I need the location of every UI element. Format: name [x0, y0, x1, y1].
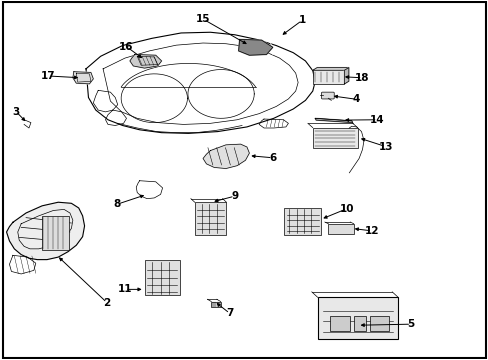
Text: 10: 10: [339, 204, 353, 214]
Polygon shape: [238, 40, 272, 55]
Text: 5: 5: [407, 319, 414, 329]
Text: 15: 15: [196, 14, 210, 24]
Text: 16: 16: [119, 42, 134, 51]
Bar: [312, 70, 344, 84]
Bar: [144, 260, 179, 296]
Text: 3: 3: [13, 107, 20, 117]
Bar: [328, 224, 353, 234]
Text: 12: 12: [364, 226, 379, 236]
Text: 2: 2: [103, 298, 110, 308]
Text: 14: 14: [369, 115, 384, 125]
Text: 6: 6: [268, 153, 276, 163]
Polygon shape: [130, 54, 161, 68]
Text: 17: 17: [41, 71, 56, 81]
Bar: [353, 316, 366, 330]
Polygon shape: [344, 68, 348, 84]
Polygon shape: [315, 118, 352, 123]
Text: 13: 13: [378, 141, 392, 152]
Text: 8: 8: [113, 199, 120, 210]
Bar: [211, 302, 220, 307]
Text: 4: 4: [352, 94, 360, 104]
Bar: [194, 202, 226, 234]
Bar: [329, 316, 349, 330]
Text: 1: 1: [298, 15, 305, 26]
Text: 18: 18: [354, 73, 369, 83]
Polygon shape: [6, 202, 84, 260]
Bar: [284, 208, 321, 234]
Bar: [42, 216, 69, 250]
Bar: [369, 316, 388, 330]
Text: 7: 7: [226, 309, 233, 318]
Bar: [317, 297, 397, 338]
FancyBboxPatch shape: [321, 92, 333, 99]
Polygon shape: [203, 144, 249, 168]
Polygon shape: [312, 68, 348, 70]
Text: 9: 9: [231, 191, 238, 201]
Polygon shape: [73, 72, 93, 84]
Text: 11: 11: [118, 284, 132, 294]
Bar: [312, 128, 357, 148]
